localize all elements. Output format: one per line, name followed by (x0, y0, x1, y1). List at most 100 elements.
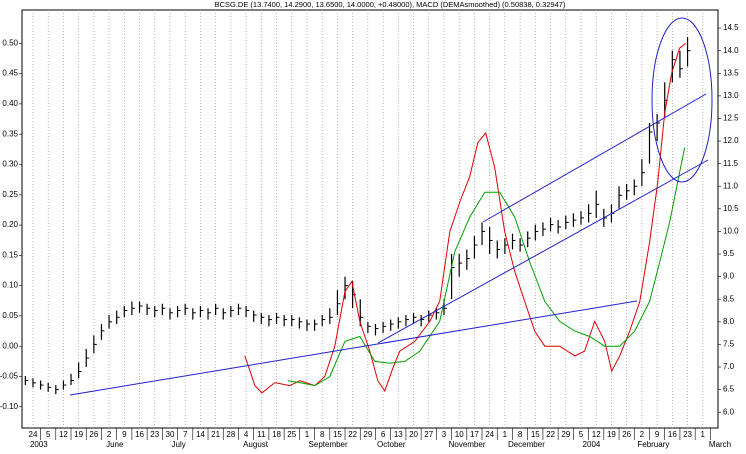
x-tick-label: 5 (579, 430, 584, 439)
y-tick-label: 0.45 (2, 69, 18, 78)
y-tick-label: 0.35 (2, 129, 18, 138)
x-tick-label: 26 (89, 430, 98, 439)
month-label: 2003 (30, 440, 48, 449)
x-tick-label: 2 (640, 430, 645, 439)
y2-tick-label: 8.5 (723, 294, 735, 303)
x-tick-label: 7 (183, 430, 188, 439)
x-tick-label: 19 (74, 430, 83, 439)
x-tick-label: 9 (122, 430, 127, 439)
chart-title: BCSG.DE (13.7400, 14.2900, 13.6500, 14.0… (215, 0, 566, 9)
x-tick-label: 19 (607, 430, 616, 439)
x-tick-label: 29 (363, 430, 372, 439)
x-tick-label: 1 (305, 430, 310, 439)
y2-tick-label: 13.0 (723, 91, 739, 100)
y-tick-label: 0.05 (2, 311, 18, 320)
y-tick-label: 0.50 (2, 38, 18, 47)
y-tick-label: 0.40 (2, 99, 18, 108)
x-tick-label: 26 (622, 430, 631, 439)
x-tick-label: 13 (394, 430, 403, 439)
y2-tick-label: 11.0 (723, 181, 739, 190)
x-tick-label: 24 (485, 430, 494, 439)
x-tick-label: 17 (470, 430, 479, 439)
month-label: June (106, 440, 124, 449)
y2-tick-label: 9.5 (723, 249, 735, 258)
x-tick-label: 16 (135, 430, 144, 439)
month-label: November (449, 440, 486, 449)
month-label: March (709, 440, 731, 449)
annotations (69, 17, 713, 396)
y2-tick-label: 14.5 (723, 23, 739, 32)
y-tick-label: 0.15 (2, 250, 18, 259)
month-label: September (309, 440, 348, 449)
y2-tick-label: 12.0 (723, 136, 739, 145)
x-tick-label: 8 (518, 430, 523, 439)
x-tick-label: 14 (196, 430, 205, 439)
x-tick-label: 6 (381, 430, 386, 439)
x-tick-label: 25 (287, 430, 296, 439)
month-label: December (508, 440, 545, 449)
y2-tick-label: 11.5 (723, 159, 739, 168)
x-tick-label: 10 (455, 430, 464, 439)
y2-tick-label: 9.0 (723, 272, 735, 281)
x-tick-label: 2 (107, 430, 112, 439)
x-tick-label: 12 (59, 430, 68, 439)
y2-tick-label: 7.0 (723, 362, 735, 371)
y-tick-label: 0.30 (2, 160, 18, 169)
marks-layer (24, 37, 691, 395)
indicator-line (287, 147, 686, 387)
x-tick-label: 1 (701, 430, 706, 439)
x-tick-label: 4 (244, 430, 249, 439)
y2-tick-label: 10.5 (723, 204, 739, 213)
trend-line (482, 93, 707, 223)
y-tick-label: 0.10 (2, 281, 18, 290)
month-label: February (637, 440, 669, 449)
x-tick-label: 3 (442, 430, 447, 439)
trend-line (69, 300, 638, 396)
x-tick-label: 21 (211, 430, 220, 439)
x-tick-label: 23 (150, 430, 159, 439)
x-tick-label: 16 (668, 430, 677, 439)
x-tick-label: 15 (333, 430, 342, 439)
plot-frame (21, 9, 719, 429)
y2-tick-label: 10.0 (723, 227, 739, 236)
indicator-line (244, 42, 687, 394)
x-tick-label: 24 (29, 430, 38, 439)
x-tick-label: 27 (424, 430, 433, 439)
y-tick-label: -0.10 (0, 402, 19, 411)
month-label: August (243, 440, 269, 449)
x-tick-label: 8 (320, 430, 325, 439)
trend-line (377, 159, 709, 344)
x-tick-label: 18 (272, 430, 281, 439)
x-tick-label: 15 (531, 430, 540, 439)
month-label: October (377, 440, 406, 449)
y-tick-label: -0.05 (0, 372, 19, 381)
x-tick-label: 22 (546, 430, 555, 439)
y2-tick-label: 8.0 (723, 317, 735, 326)
y-tick-label: 0.25 (2, 190, 18, 199)
y-tick-label: 0.00 (2, 341, 18, 350)
x-tick-label: 1 (503, 430, 508, 439)
x-tick-label: 9 (655, 430, 660, 439)
y2-tick-label: 6.5 (723, 385, 735, 394)
x-tick-label: 11 (257, 430, 266, 439)
x-tick-label: 20 (409, 430, 418, 439)
x-tick-label: 29 (561, 430, 570, 439)
y2-tick-label: 14.0 (723, 46, 739, 55)
y-tick-label: 0.20 (2, 220, 18, 229)
axes-layer: 24 5 12 19 26 2 9 16 23 30 7 14 21 28 4 11 18 25 1 8 15 22 29 6… (0, 23, 739, 449)
x-tick-label: 28 (226, 430, 235, 439)
x-tick-label: 22 (348, 430, 357, 439)
y2-tick-label: 7.5 (723, 340, 735, 349)
y2-tick-label: 6.0 (723, 407, 735, 416)
y2-tick-label: 12.5 (723, 114, 739, 123)
x-tick-label: 30 (166, 430, 175, 439)
x-tick-label: 12 (592, 430, 601, 439)
highlight-ellipse (651, 17, 713, 183)
x-tick-label: 23 (683, 430, 692, 439)
month-label: July (172, 440, 186, 449)
x-tick-label: 5 (46, 430, 51, 439)
month-label: 2004 (583, 440, 601, 449)
y2-tick-label: 13.5 (723, 68, 739, 77)
